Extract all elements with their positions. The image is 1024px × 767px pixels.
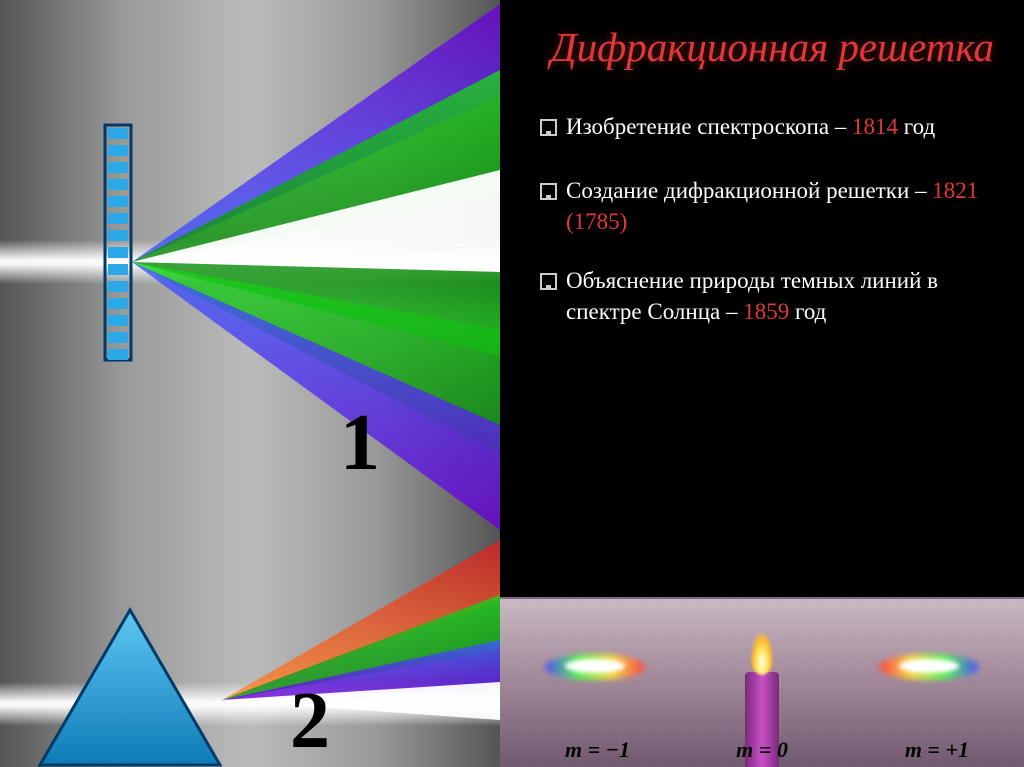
dispersion-diagram (0, 0, 500, 767)
bullet-text: Создание дифракционной решетки – 1821 (1… (566, 175, 994, 237)
bullet-list: Изобретение спектроскопа – 1814 год Созда… (500, 81, 1024, 365)
bullet-item: Создание дифракционной решетки – 1821 (1… (540, 175, 994, 237)
content-panel: Дифракционная решетка Изобретение спектр… (500, 0, 1024, 767)
diagram-panel: 1 2 (0, 0, 500, 767)
beam-label-2: 2 (290, 676, 330, 767)
bullet-marker-icon (540, 111, 566, 147)
beam-label-1: 1 (340, 398, 380, 489)
bullet-marker-icon (540, 175, 566, 237)
bullet-accent: 1814 (852, 114, 898, 139)
bullet-item: Изобретение спектроскопа – 1814 год (540, 111, 994, 147)
title-area: Дифракционная решетка (500, 0, 1024, 81)
slide-title: Дифракционная решетка (530, 24, 994, 71)
m-label-right: m = +1 (905, 737, 969, 763)
bullet-text: Объяснение природы темных линий в спектр… (566, 265, 994, 327)
bullet-accent: 1821 (1785) (566, 178, 978, 234)
bullet-accent: 1859 (743, 299, 789, 324)
m-label-left: m = −1 (565, 737, 630, 763)
diffraction-photo: m = −1 m = 0 m = +1 (500, 597, 1024, 767)
m-label-center: m = 0 (736, 737, 788, 763)
bullet-marker-icon (540, 265, 566, 327)
bullet-text: Изобретение спектроскопа – 1814 год (566, 111, 935, 147)
bullet-item: Объяснение природы темных линий в спектр… (540, 265, 994, 327)
